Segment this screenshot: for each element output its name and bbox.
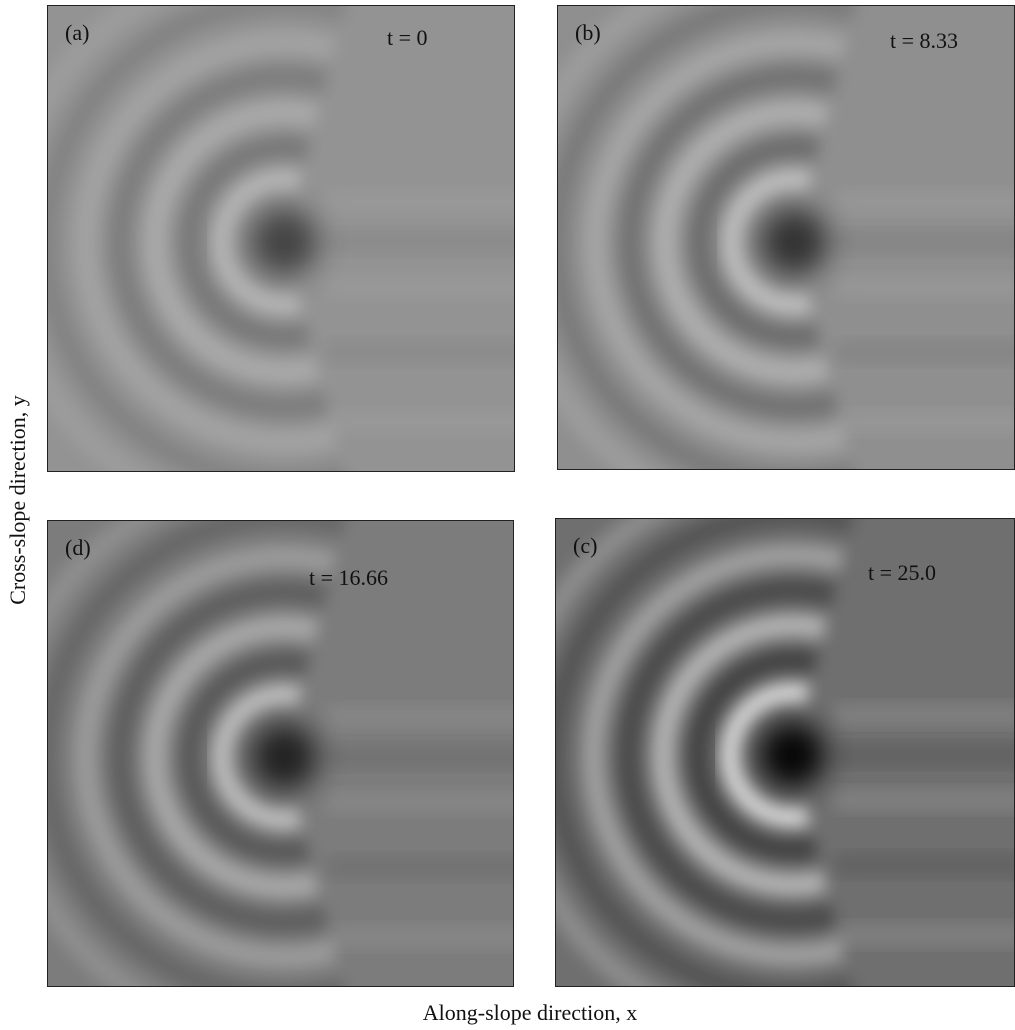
panel-label: (a) bbox=[65, 20, 89, 45]
streak bbox=[324, 190, 515, 214]
panel bbox=[557, 5, 1015, 470]
wave-arc bbox=[47, 5, 346, 472]
panel-label: (c) bbox=[573, 533, 597, 558]
panel bbox=[47, 5, 515, 472]
streak bbox=[324, 925, 514, 949]
streak bbox=[324, 410, 515, 434]
wave-arc bbox=[211, 684, 303, 830]
wave-arc bbox=[582, 544, 845, 966]
panel-time: t = 16.66 bbox=[309, 565, 388, 590]
panel-time: t = 0 bbox=[387, 25, 428, 50]
streak bbox=[832, 743, 1015, 767]
wave-arc bbox=[47, 520, 346, 987]
wave-arc bbox=[178, 136, 311, 348]
wave-arc bbox=[584, 31, 847, 453]
panel-label: (b) bbox=[575, 20, 601, 45]
wave-arc bbox=[178, 651, 311, 863]
streak bbox=[324, 230, 515, 254]
panels: (a) t = 0 (b) t = 8.33 (d) t = 16.66 (c) t = 25… bbox=[47, 5, 1015, 987]
wave-arc bbox=[653, 101, 830, 383]
streak bbox=[324, 340, 515, 364]
wave-arc bbox=[555, 518, 854, 987]
wave-arc bbox=[619, 66, 838, 418]
streak bbox=[834, 410, 1015, 434]
wave-arc bbox=[617, 579, 836, 931]
wave-arc bbox=[109, 581, 328, 933]
streak bbox=[834, 275, 1015, 299]
streak bbox=[324, 705, 514, 729]
streak bbox=[834, 230, 1015, 254]
panel-border bbox=[47, 5, 515, 472]
wave-arc bbox=[721, 169, 813, 315]
wave-arc bbox=[719, 682, 811, 828]
wave-arc bbox=[143, 101, 320, 383]
x-axis-label: Along-slope direction, x bbox=[423, 1000, 637, 1025]
wave-arc bbox=[109, 66, 328, 418]
streak bbox=[834, 340, 1015, 364]
wave-arc bbox=[74, 546, 337, 968]
vortex bbox=[250, 723, 318, 791]
wave-arc bbox=[686, 649, 819, 861]
wave-arc bbox=[688, 136, 821, 348]
vortex bbox=[760, 208, 828, 276]
panel bbox=[47, 520, 514, 987]
streak bbox=[834, 190, 1015, 214]
panel-time: t = 25.0 bbox=[868, 560, 936, 585]
streak bbox=[832, 703, 1015, 727]
streak bbox=[832, 788, 1015, 812]
streak bbox=[832, 923, 1015, 947]
panel-border bbox=[47, 520, 514, 987]
panel-time: t = 8.33 bbox=[890, 28, 958, 53]
vortex bbox=[250, 208, 318, 276]
streak bbox=[324, 275, 515, 299]
panel bbox=[555, 518, 1015, 987]
streak bbox=[324, 855, 514, 879]
streak bbox=[324, 745, 514, 769]
wave-arc bbox=[143, 616, 320, 898]
streak bbox=[832, 853, 1015, 877]
vortex bbox=[758, 721, 826, 789]
wave-arc bbox=[651, 614, 828, 896]
y-axis-label: Cross-slope direction, y bbox=[5, 395, 30, 605]
wave-arc bbox=[74, 31, 337, 453]
panel-label: (d) bbox=[65, 535, 91, 560]
streak bbox=[324, 790, 514, 814]
wave-arc bbox=[211, 169, 303, 315]
